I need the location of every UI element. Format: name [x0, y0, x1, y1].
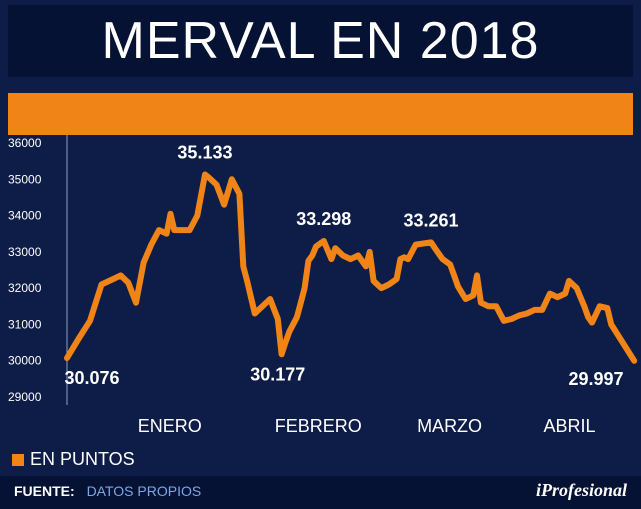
- y-tick-label: 36000: [8, 136, 42, 150]
- line-chart: 36000 35000 34000 33000 32000 31000 30000 29000…: [8, 135, 638, 436]
- footer: FUENTE: DATOS PROPIOS iProfesional: [0, 476, 641, 509]
- title-box: MERVAL EN 2018: [8, 5, 633, 77]
- y-tick-label: 29000: [8, 390, 42, 404]
- source-label: FUENTE:: [14, 483, 75, 499]
- series-line: [64, 171, 638, 364]
- y-tick-label: 31000: [8, 317, 42, 331]
- y-tick-label: 34000: [8, 209, 42, 223]
- legend: EN PUNTOS: [12, 449, 135, 470]
- data-label: 35.133: [177, 142, 232, 162]
- data-label: 29.997: [568, 369, 623, 389]
- legend-swatch: [12, 453, 24, 466]
- data-label: 33.298: [296, 209, 351, 229]
- source-value: DATOS PROPIOS: [86, 483, 202, 499]
- source-note: FUENTE: DATOS PROPIOS: [14, 483, 201, 499]
- data-label: 30.076: [64, 368, 119, 388]
- x-month-label: FEBRERO: [275, 416, 362, 436]
- data-label: 30.177: [250, 364, 305, 384]
- y-tick-label: 30000: [8, 354, 42, 368]
- data-label: 33.261: [404, 210, 459, 230]
- orange-band: [8, 93, 633, 135]
- y-tick-label: 35000: [8, 172, 42, 186]
- x-month-label: ABRIL: [543, 416, 595, 436]
- chart-title: MERVAL EN 2018: [101, 12, 540, 70]
- y-tick-label: 32000: [8, 281, 42, 295]
- x-month-label: ENERO: [138, 416, 202, 436]
- x-month-label: MARZO: [417, 416, 482, 436]
- brand-logo: iProfesional: [535, 480, 627, 500]
- y-tick-label: 33000: [8, 245, 42, 259]
- legend-label: EN PUNTOS: [30, 449, 135, 469]
